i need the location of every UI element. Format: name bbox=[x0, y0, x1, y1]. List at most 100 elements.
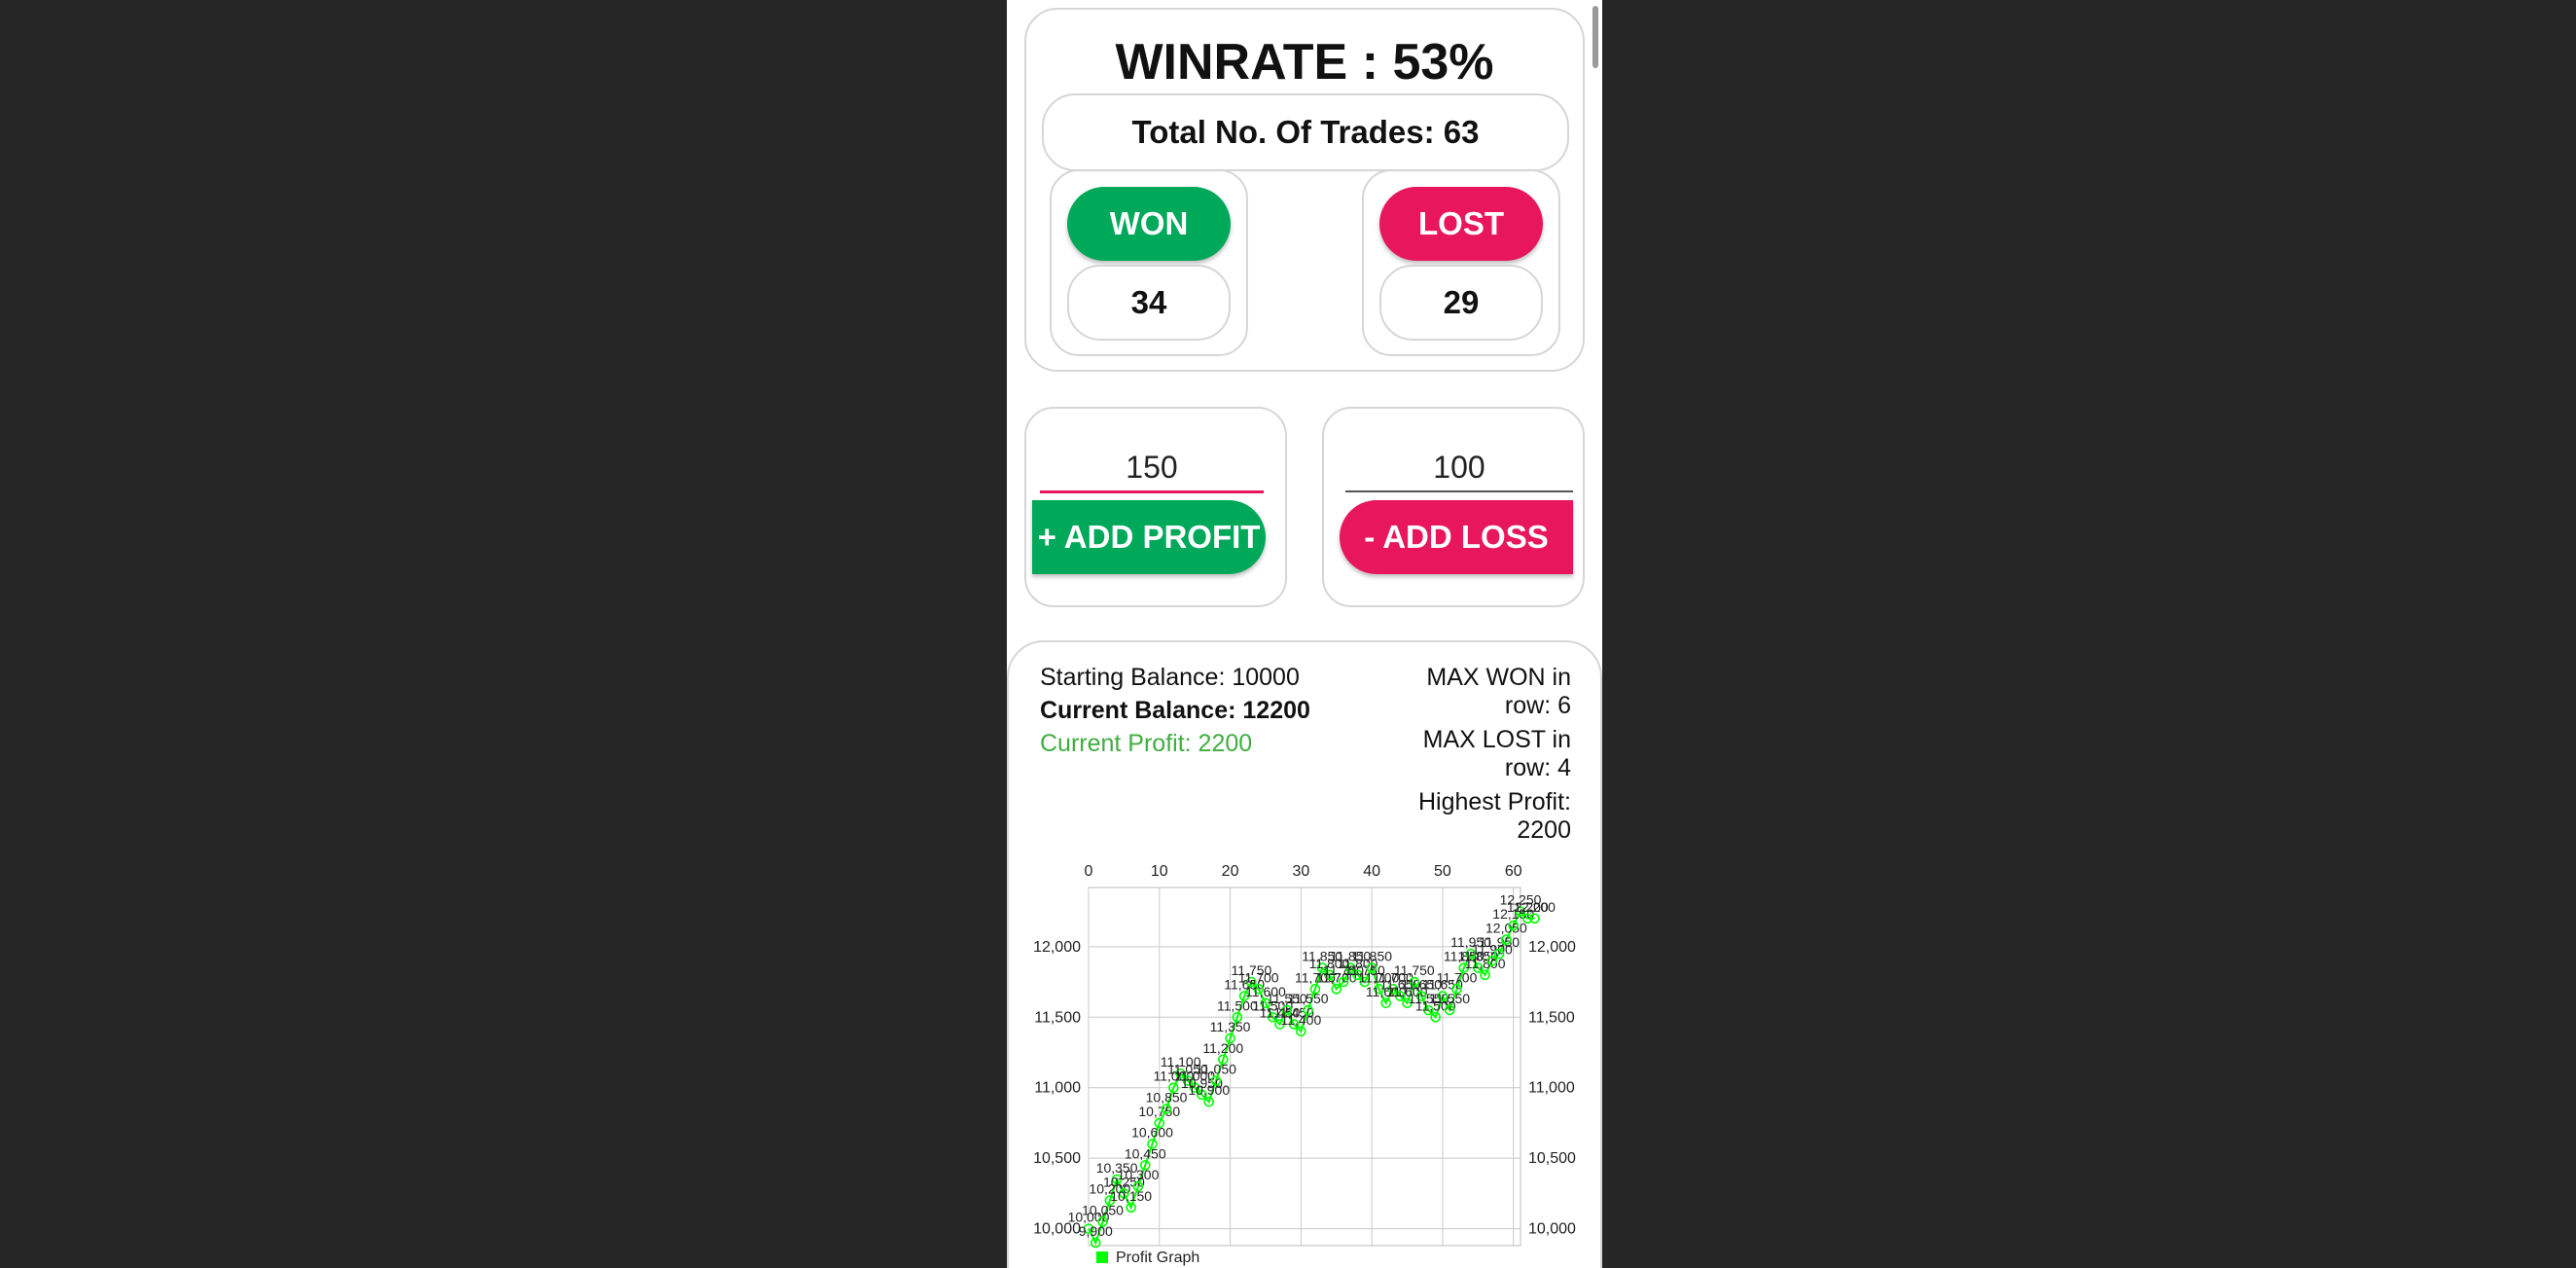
scrollbar[interactable] bbox=[1592, 6, 1598, 68]
data-label: 11,550 bbox=[1267, 991, 1307, 1006]
data-point bbox=[1374, 984, 1384, 995]
data-label: 11,750 bbox=[1232, 962, 1272, 978]
data-label: 11,500 bbox=[1217, 997, 1258, 1013]
data-label: 11,100 bbox=[1161, 1054, 1201, 1069]
data-point bbox=[1423, 1004, 1434, 1016]
x-tick-label: 40 bbox=[1363, 863, 1380, 880]
data-label: 10,600 bbox=[1131, 1125, 1173, 1141]
data-point bbox=[1189, 1082, 1200, 1094]
data-label: 11,700 bbox=[1316, 969, 1357, 985]
y-tick-label-right: 12,000 bbox=[1528, 939, 1576, 956]
data-point bbox=[1324, 969, 1335, 981]
loss-amount-input[interactable]: 100 bbox=[1345, 444, 1573, 492]
data-point bbox=[1182, 1075, 1194, 1086]
y-tick-label-left: 11,000 bbox=[1034, 1080, 1081, 1097]
data-point bbox=[1175, 1068, 1186, 1079]
x-tick-label: 10 bbox=[1151, 863, 1168, 880]
data-point bbox=[1126, 1202, 1136, 1214]
y-tick-label-left: 12,000 bbox=[1033, 939, 1081, 956]
data-point bbox=[1338, 976, 1349, 988]
lost-panel: LOST 29 bbox=[1362, 169, 1560, 356]
data-point bbox=[1203, 1096, 1215, 1107]
data-point bbox=[1288, 1019, 1300, 1030]
data-label: 11,700 bbox=[1238, 969, 1279, 985]
lost-badge: LOST bbox=[1379, 187, 1543, 261]
data-label: 10,050 bbox=[1082, 1202, 1124, 1217]
data-point bbox=[1111, 1174, 1123, 1185]
lost-count: 29 bbox=[1443, 284, 1480, 320]
data-label: 11,000 bbox=[1174, 1069, 1215, 1084]
y-tick-label-right: 10,500 bbox=[1528, 1150, 1576, 1167]
data-point bbox=[1232, 1011, 1243, 1023]
x-tick-label: 30 bbox=[1292, 863, 1309, 880]
x-tick-label: 20 bbox=[1222, 863, 1239, 880]
data-label: 11,550 bbox=[1288, 991, 1329, 1006]
data-label: 11,550 bbox=[1429, 991, 1470, 1006]
data-point bbox=[1147, 1139, 1158, 1149]
data-label: 12,200 bbox=[1507, 899, 1549, 915]
max-lost-line1: MAX LOST in bbox=[1422, 726, 1571, 753]
data-point bbox=[1529, 913, 1540, 924]
data-point bbox=[1281, 1004, 1293, 1016]
data-point bbox=[1515, 906, 1526, 917]
add-loss-button[interactable]: - ADD LOSS bbox=[1340, 500, 1573, 574]
highest-profit-line2: 2200 bbox=[1517, 816, 1571, 844]
data-point bbox=[1508, 920, 1520, 931]
data-label: 12,250 bbox=[1500, 892, 1542, 908]
lost-label: LOST bbox=[1418, 205, 1504, 241]
data-label: 11,900 bbox=[1472, 941, 1513, 957]
y-tick-label-left: 10,500 bbox=[1033, 1150, 1081, 1167]
data-label: 11,750 bbox=[1394, 962, 1435, 978]
data-point bbox=[1394, 991, 1406, 1001]
data-point bbox=[1217, 1054, 1229, 1066]
data-point bbox=[1493, 948, 1505, 960]
data-label: 11,700 bbox=[1359, 969, 1400, 985]
data-point bbox=[1415, 991, 1427, 1001]
profit-amount-value: 150 bbox=[1126, 450, 1178, 485]
legend-label: Profit Graph bbox=[1116, 1250, 1199, 1266]
highest-profit-line1: Highest Profit: bbox=[1417, 788, 1571, 815]
winrate-card: WINRATE : 53% Total No. Of Trades: 63 WO… bbox=[1024, 8, 1585, 372]
data-point bbox=[1387, 984, 1399, 995]
data-point bbox=[1437, 991, 1449, 1001]
data-point bbox=[1480, 969, 1490, 981]
data-label: 11,800 bbox=[1465, 956, 1506, 971]
data-point bbox=[1119, 1188, 1129, 1199]
data-point bbox=[1451, 984, 1462, 995]
loss-amount-value: 100 bbox=[1433, 450, 1485, 485]
max-won-line2: row: 6 bbox=[1504, 692, 1571, 719]
data-label: 10,150 bbox=[1110, 1188, 1152, 1204]
won-panel: WON 34 bbox=[1050, 169, 1248, 356]
data-point bbox=[1380, 997, 1392, 1009]
profit-chart: 0 10 20 30 40 50 60 10,000 10,000 10,500 10,500 11,… bbox=[1033, 863, 1576, 1266]
data-point bbox=[1331, 984, 1342, 995]
data-point bbox=[1253, 984, 1264, 995]
lost-count-box: 29 bbox=[1379, 265, 1543, 341]
data-label: 12,200 bbox=[1514, 899, 1556, 915]
x-tick-label: 50 bbox=[1434, 863, 1451, 880]
data-point bbox=[1260, 997, 1271, 1009]
data-point bbox=[1154, 1117, 1165, 1129]
data-label: 9,900 bbox=[1079, 1223, 1113, 1239]
data-label: 11,050 bbox=[1196, 1061, 1236, 1076]
data-point bbox=[1168, 1082, 1179, 1094]
profit-amount-input[interactable]: 150 bbox=[1040, 444, 1264, 493]
starting-balance: Starting Balance: 10000 bbox=[1040, 664, 1300, 691]
data-label: 11,700 bbox=[1437, 969, 1478, 985]
data-label: 11,800 bbox=[1309, 956, 1350, 971]
data-point bbox=[1473, 962, 1484, 973]
won-count: 34 bbox=[1130, 284, 1167, 320]
add-loss-label: - ADD LOSS bbox=[1364, 519, 1549, 555]
data-label: 10,850 bbox=[1146, 1089, 1188, 1105]
x-tick-label: 0 bbox=[1085, 863, 1093, 880]
data-label: 10,350 bbox=[1096, 1160, 1138, 1176]
data-point bbox=[1359, 976, 1371, 988]
data-point bbox=[1352, 969, 1363, 981]
max-lost-line2: row: 4 bbox=[1504, 754, 1571, 781]
data-point bbox=[1238, 991, 1250, 1001]
data-label: 11,950 bbox=[1450, 934, 1491, 950]
data-point bbox=[1465, 948, 1477, 960]
data-label: 10,450 bbox=[1125, 1145, 1166, 1161]
add-profit-button[interactable]: + ADD PROFIT bbox=[1032, 500, 1266, 574]
data-point bbox=[1267, 1011, 1278, 1023]
